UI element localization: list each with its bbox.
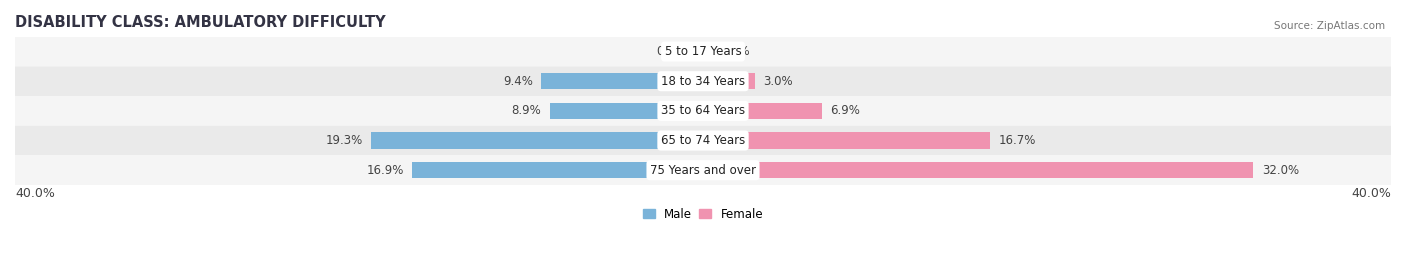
Text: 0.0%: 0.0% <box>720 45 749 58</box>
Text: 5 to 17 Years: 5 to 17 Years <box>665 45 741 58</box>
Text: 18 to 34 Years: 18 to 34 Years <box>661 75 745 88</box>
Text: 19.3%: 19.3% <box>325 134 363 147</box>
Bar <box>703 132 990 149</box>
Bar <box>371 132 703 149</box>
Text: 40.0%: 40.0% <box>1351 187 1391 199</box>
Legend: Male, Female: Male, Female <box>643 208 763 221</box>
FancyBboxPatch shape <box>15 66 1391 96</box>
FancyBboxPatch shape <box>15 126 1391 155</box>
Text: 65 to 74 Years: 65 to 74 Years <box>661 134 745 147</box>
Text: 40.0%: 40.0% <box>15 187 55 199</box>
Text: 8.9%: 8.9% <box>512 104 541 117</box>
Text: 6.9%: 6.9% <box>831 104 860 117</box>
Text: 9.4%: 9.4% <box>503 75 533 88</box>
Bar <box>703 162 1253 178</box>
Text: 75 Years and over: 75 Years and over <box>650 164 756 177</box>
Bar <box>703 103 821 119</box>
FancyBboxPatch shape <box>15 155 1391 185</box>
Text: 3.0%: 3.0% <box>763 75 793 88</box>
Text: Source: ZipAtlas.com: Source: ZipAtlas.com <box>1274 21 1385 31</box>
Bar <box>412 162 703 178</box>
Text: 32.0%: 32.0% <box>1263 164 1299 177</box>
FancyBboxPatch shape <box>15 96 1391 126</box>
Text: 35 to 64 Years: 35 to 64 Years <box>661 104 745 117</box>
Bar <box>541 73 703 89</box>
Text: 0.0%: 0.0% <box>657 45 686 58</box>
Text: DISABILITY CLASS: AMBULATORY DIFFICULTY: DISABILITY CLASS: AMBULATORY DIFFICULTY <box>15 15 385 30</box>
Bar <box>550 103 703 119</box>
Text: 16.7%: 16.7% <box>998 134 1036 147</box>
FancyBboxPatch shape <box>15 37 1391 66</box>
Text: 16.9%: 16.9% <box>367 164 404 177</box>
Bar <box>703 73 755 89</box>
